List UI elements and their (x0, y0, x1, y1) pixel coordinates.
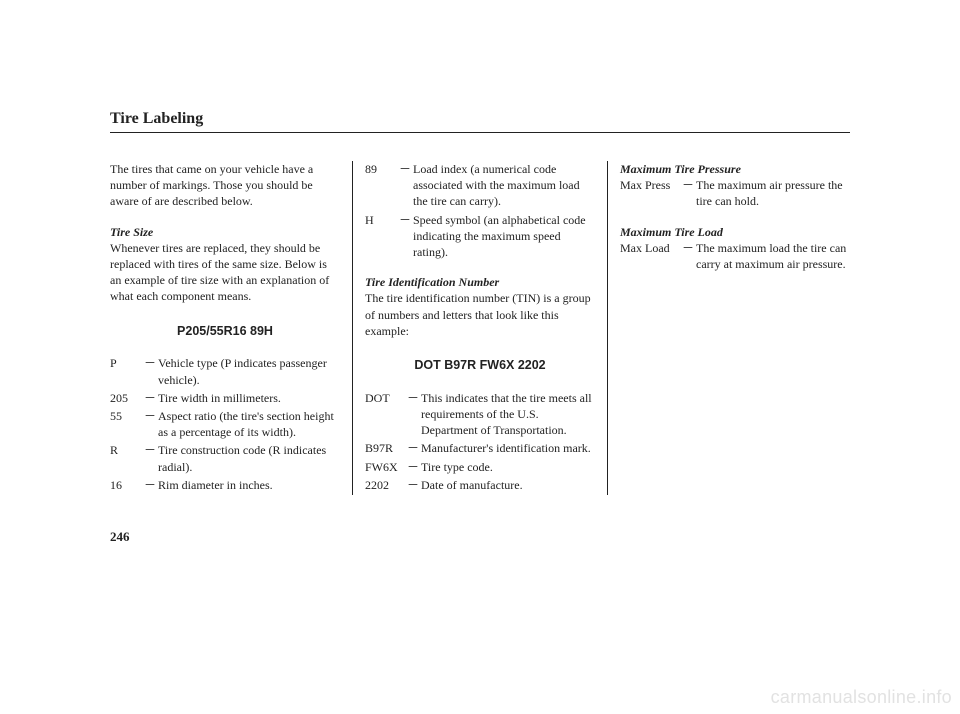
tin-body: The tire identification number (TIN) is … (365, 291, 591, 337)
def-key: 16 (110, 477, 144, 493)
column-3: Maximum Tire Pressure Max Press － The ma… (608, 161, 850, 495)
page-title: Tire Labeling (110, 110, 850, 128)
def-row: 2202 － Date of manufacture. (365, 477, 595, 493)
tin-heading: Tire Identification Number (365, 275, 499, 289)
dash-icon: － (144, 442, 158, 474)
def-value: Aspect ratio (the tire's section height … (158, 408, 340, 440)
tire-size-section: Tire Size Whenever tires are replaced, t… (110, 224, 340, 305)
def-row: DOT － This indicates that the tire meets… (365, 390, 595, 439)
max-pressure-definition: Max Press － The maximum air pressure the… (620, 177, 850, 209)
def-key: H (365, 212, 399, 261)
dash-icon: － (407, 477, 421, 493)
tire-size-definitions: P － Vehicle type (P indicates passenger … (110, 355, 340, 493)
dash-icon: － (399, 161, 413, 210)
def-value: Vehicle type (P indicates passenger vehi… (158, 355, 340, 387)
dash-icon: － (144, 477, 158, 493)
def-key: B97R (365, 440, 407, 456)
def-row: 205 － Tire width in millimeters. (110, 390, 340, 406)
def-key: Max Load (620, 240, 682, 272)
def-value: Tire type code. (421, 459, 595, 475)
def-key: DOT (365, 390, 407, 439)
def-value: Rim diameter in inches. (158, 477, 340, 493)
page-number: 246 (110, 529, 850, 545)
dash-icon: － (144, 390, 158, 406)
load-speed-definitions: 89 － Load index (a numerical code associ… (365, 161, 595, 260)
def-row: FW6X － Tire type code. (365, 459, 595, 475)
dash-icon: － (407, 459, 421, 475)
column-1: The tires that came on your vehicle have… (110, 161, 352, 495)
def-value: Speed symbol (an alphabetical code indic… (413, 212, 595, 261)
def-row: B97R － Manufacturer's identification mar… (365, 440, 595, 456)
def-value: This indicates that the tire meets all r… (421, 390, 595, 439)
dash-icon: － (399, 212, 413, 261)
def-row: 55 － Aspect ratio (the tire's section he… (110, 408, 340, 440)
tin-definitions: DOT － This indicates that the tire meets… (365, 390, 595, 493)
dash-icon: － (682, 240, 696, 272)
content-columns: The tires that came on your vehicle have… (110, 161, 850, 495)
tire-size-example: P205/55R16 89H (110, 323, 340, 340)
def-key: 2202 (365, 477, 407, 493)
column-2: 89 － Load index (a numerical code associ… (352, 161, 608, 495)
def-value: The maximum air pressure the tire can ho… (696, 177, 850, 209)
def-key: FW6X (365, 459, 407, 475)
dash-icon: － (407, 440, 421, 456)
tin-example: DOT B97R FW6X 2202 (365, 357, 595, 374)
def-row: P － Vehicle type (P indicates passenger … (110, 355, 340, 387)
max-pressure-heading: Maximum Tire Pressure (620, 161, 850, 177)
max-load-heading: Maximum Tire Load (620, 224, 850, 240)
def-value: Load index (a numerical code associated … (413, 161, 595, 210)
intro-paragraph: The tires that came on your vehicle have… (110, 161, 340, 210)
def-row: H － Speed symbol (an alphabetical code i… (365, 212, 595, 261)
def-key: P (110, 355, 144, 387)
def-value: The maximum load the tire can carry at m… (696, 240, 850, 272)
tin-section: Tire Identification Number The tire iden… (365, 274, 595, 339)
def-row: 89 － Load index (a numerical code associ… (365, 161, 595, 210)
def-key: Max Press (620, 177, 682, 209)
def-key: R (110, 442, 144, 474)
def-value: Date of manufacture. (421, 477, 595, 493)
tire-size-body: Whenever tires are replaced, they should… (110, 241, 329, 304)
dash-icon: － (407, 390, 421, 439)
title-rule (110, 132, 850, 133)
max-load-definition: Max Load － The maximum load the tire can… (620, 240, 850, 272)
dash-icon: － (144, 408, 158, 440)
def-value: Tire width in millimeters. (158, 390, 340, 406)
watermark-text: carmanualsonline.info (771, 687, 952, 708)
def-key: 205 (110, 390, 144, 406)
def-row: Max Load － The maximum load the tire can… (620, 240, 850, 272)
dash-icon: － (144, 355, 158, 387)
manual-page: Tire Labeling The tires that came on you… (110, 110, 850, 545)
def-row: R － Tire construction code (R indicates … (110, 442, 340, 474)
def-row: Max Press － The maximum air pressure the… (620, 177, 850, 209)
dash-icon: － (682, 177, 696, 209)
def-value: Manufacturer's identification mark. (421, 440, 595, 456)
def-row: 16 － Rim diameter in inches. (110, 477, 340, 493)
def-key: 89 (365, 161, 399, 210)
tire-size-heading: Tire Size (110, 225, 153, 239)
def-value: Tire construction code (R indicates radi… (158, 442, 340, 474)
def-key: 55 (110, 408, 144, 440)
